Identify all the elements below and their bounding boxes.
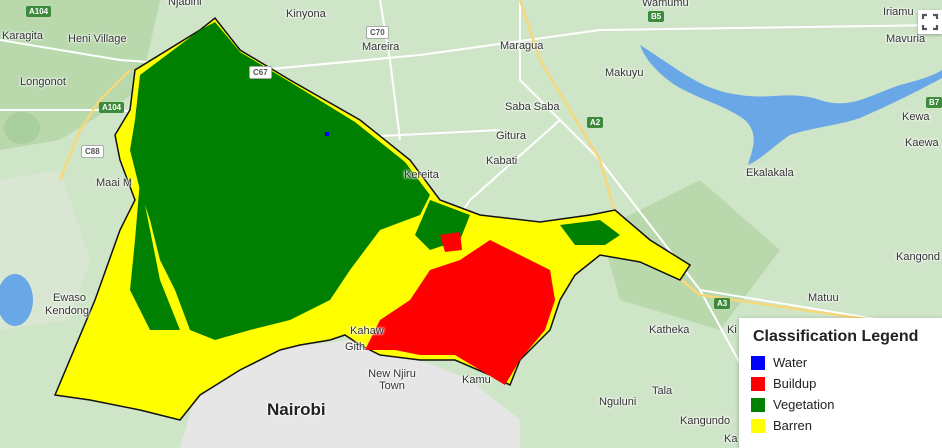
legend-swatch: [751, 355, 765, 370]
vegetation-patch-w: [130, 180, 180, 330]
road-shield: C67: [249, 66, 272, 79]
place-label: Kabati: [486, 155, 518, 167]
legend-item-barren: Barren: [751, 415, 930, 436]
place-label: Saba Saba: [505, 101, 560, 113]
buildup-patch: [440, 232, 462, 252]
legend-title: Classification Legend: [753, 328, 919, 345]
place-label: Kewa: [902, 111, 930, 123]
place-label: Kereita: [404, 169, 439, 181]
place-label: Tala: [652, 385, 673, 397]
place-label: Ka: [724, 433, 738, 445]
place-label: Njabini: [168, 0, 202, 8]
place-label: New Njiru Town: [368, 368, 416, 392]
road-shield: A2: [587, 117, 604, 128]
classified-water-pixel: [325, 132, 329, 136]
place-label: Makuyu: [605, 67, 644, 79]
place-label: Maragua: [500, 40, 544, 52]
legend-label: Vegetation: [773, 397, 835, 412]
hills-nw: [0, 0, 160, 150]
city-label-nairobi: Nairobi: [267, 400, 326, 419]
crater: [4, 112, 40, 144]
place-label: Kendong: [45, 305, 90, 317]
road-shield: A3: [714, 298, 731, 309]
classified-region-vegetation: [130, 22, 430, 340]
legend-swatch: [751, 376, 765, 391]
place-label: Longonot: [20, 76, 66, 88]
place-label: Mavuria: [886, 33, 926, 45]
legend-item-vegetation: Vegetation: [751, 394, 930, 415]
place-label: Gith: [345, 341, 366, 353]
legend-label: Barren: [773, 418, 813, 433]
place-label: Maai M: [96, 177, 133, 189]
place-label: Ekalakala: [746, 167, 794, 179]
nairobi-urban-area: [180, 340, 520, 448]
place-label: Karagita: [2, 30, 43, 42]
road-shield: A104: [99, 102, 125, 113]
legend-item-buildup: Buildup: [751, 373, 930, 394]
road-shield: C88: [81, 145, 104, 158]
place-label: Ki: [727, 324, 737, 336]
legend-item-water: Water: [751, 352, 930, 373]
road-shield: A104: [26, 6, 52, 17]
place-label: Nguluni: [599, 396, 637, 408]
legend-label: Buildup: [773, 376, 817, 391]
place-label: Katheka: [649, 324, 690, 336]
place-label: Heni Village: [68, 33, 127, 45]
place-label: Ewaso: [53, 292, 87, 304]
vegetation-patch-far-e: [560, 220, 620, 245]
classified-region-buildup: [365, 240, 555, 385]
place-label: Wamumu: [642, 0, 689, 9]
fullscreen-button[interactable]: [918, 10, 942, 34]
place-label: Kahaw: [350, 325, 384, 337]
road-shield: B7: [926, 97, 942, 108]
place-label: Kinyona: [286, 8, 326, 20]
fullscreen-icon: [921, 13, 939, 31]
legend-swatch: [751, 418, 765, 433]
place-label: Mareira: [362, 41, 400, 53]
classification-legend: Classification Legend Water Buildup Vege…: [739, 318, 942, 448]
legend-swatch: [751, 397, 765, 412]
lake-naivasha: [0, 274, 33, 326]
place-label: Kangundo: [680, 415, 731, 427]
place-label: Kamu: [462, 374, 491, 386]
place-label: Kaewa: [905, 137, 939, 149]
place-label: Matuu: [808, 292, 839, 304]
masinga-reservoir: [640, 45, 942, 165]
place-label: Kangond: [896, 251, 941, 263]
legend-label: Water: [773, 355, 808, 370]
place-label: Gitura: [496, 130, 526, 142]
road-shield: C70: [366, 26, 389, 39]
road-shield: B5: [648, 11, 665, 22]
place-label: Iriamu: [883, 6, 914, 18]
